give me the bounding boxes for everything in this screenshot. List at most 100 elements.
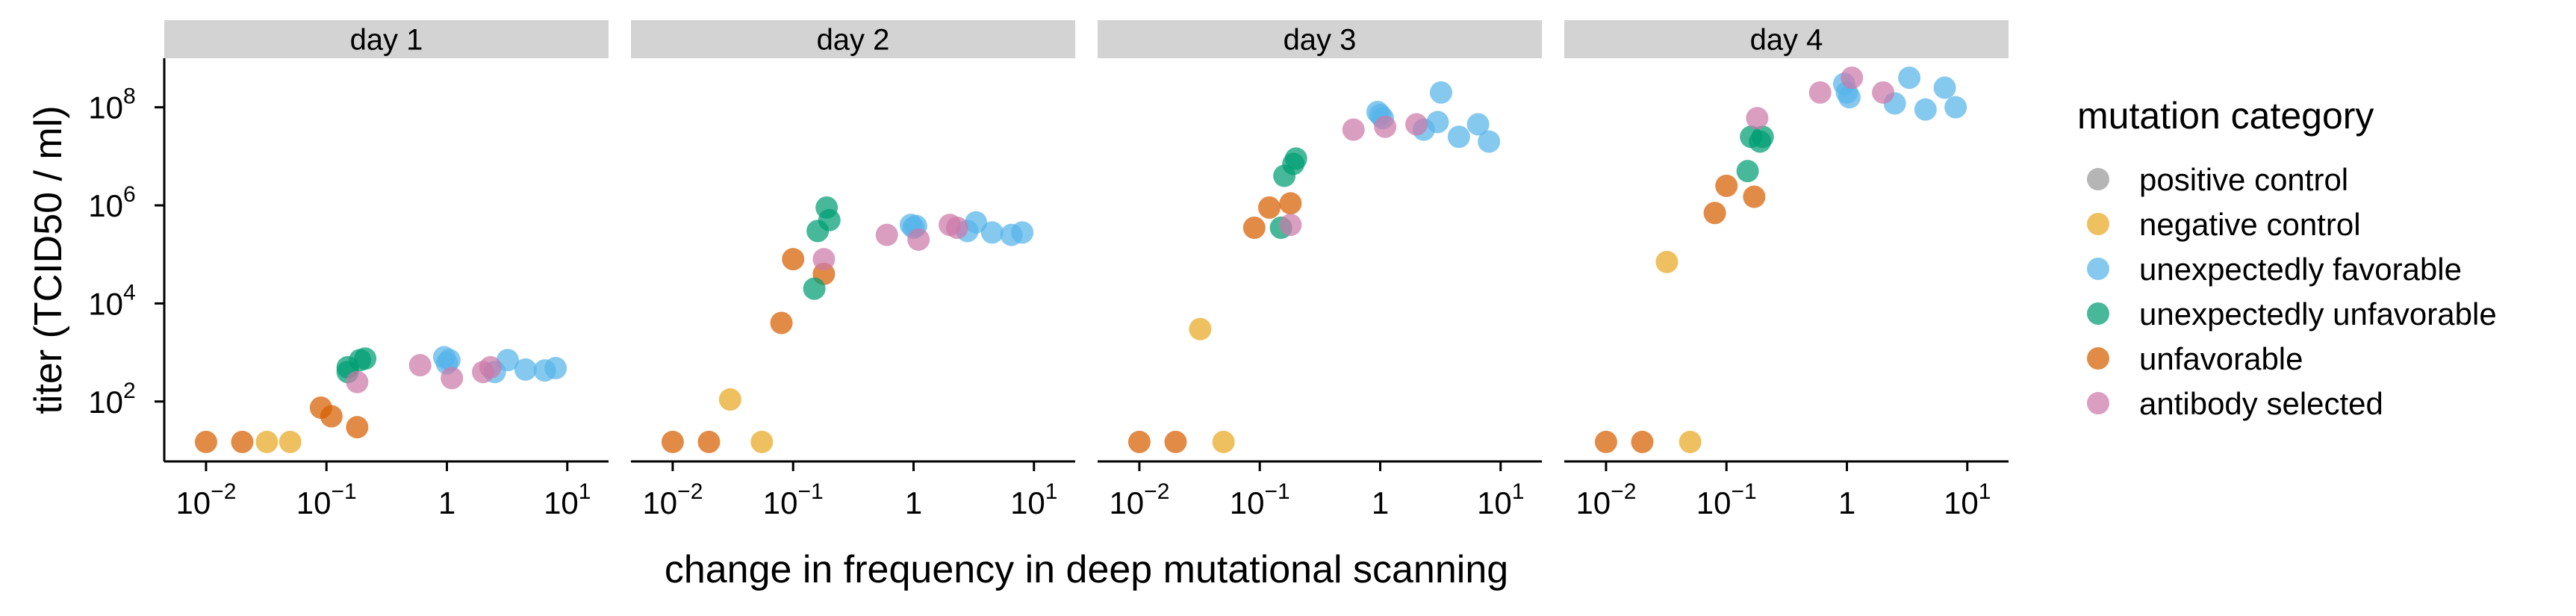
legend-key (2087, 302, 2109, 325)
data-point (354, 347, 377, 370)
x-tick-base: 1 (438, 485, 455, 520)
data-point (544, 357, 567, 380)
data-point (1284, 147, 1307, 170)
data-point (346, 416, 369, 439)
x-tick-base: 1 (1838, 485, 1855, 520)
x-tick-exponent: −1 (797, 479, 823, 504)
legend-key (2087, 392, 2109, 414)
data-point (1872, 81, 1895, 104)
x-tick-exponent: −2 (1611, 479, 1636, 504)
data-point (194, 430, 217, 453)
x-tick-exponent: −2 (677, 479, 703, 504)
facet-strip (631, 20, 1075, 58)
x-tick-exponent: 1 (1512, 479, 1525, 504)
data-point (1447, 125, 1470, 149)
x-tick-label: 10−1 (1230, 479, 1290, 520)
data-point (1257, 196, 1281, 220)
data-point (1898, 66, 1921, 90)
facet-panel-4: day 410−2 10−1 1 101 (1564, 20, 2009, 520)
data-point (980, 221, 1004, 244)
x-tick-label: 10−2 (175, 479, 236, 520)
x-tick-exponent: −2 (211, 479, 236, 504)
data-point (750, 430, 774, 453)
y-tick-base: 10 (88, 286, 123, 321)
facet-panel-1: day 110−2 10−1 1 101 (164, 20, 609, 520)
data-point (408, 354, 432, 377)
data-point (1655, 250, 1679, 273)
legend-key (2087, 347, 2109, 370)
x-tick-base: 10 (763, 485, 798, 520)
data-point (661, 430, 684, 453)
data-point (1342, 118, 1365, 141)
facet-panel-3: day 310−2 10−1 1 101 (1098, 20, 1542, 520)
x-tick-label: 10−2 (1575, 479, 1636, 520)
y-tick-base: 10 (88, 90, 123, 125)
x-tick-label: 1 (1838, 485, 1855, 520)
data-point (231, 430, 254, 453)
legend-key (2087, 168, 2109, 190)
x-tick-label: 101 (1944, 479, 1991, 520)
data-point (1242, 216, 1266, 239)
data-point (1279, 192, 1302, 215)
data-point (1703, 202, 1726, 225)
data-point (770, 311, 793, 335)
x-tick-base: 10 (1575, 485, 1611, 520)
data-point (965, 211, 988, 234)
x-tick-label: 10−2 (1109, 479, 1169, 520)
data-point (1374, 115, 1397, 138)
legend: mutation category positive control negativ… (2077, 95, 2497, 421)
facet-strip (1098, 20, 1542, 58)
data-point (1127, 430, 1151, 453)
data-point (1715, 174, 1738, 197)
facet-strip-label: day 2 (817, 24, 890, 57)
data-point (1189, 317, 1212, 340)
x-tick-label: 1 (905, 485, 922, 520)
x-tick-base: 10 (1477, 485, 1512, 520)
x-tick-label: 10−2 (642, 479, 703, 520)
data-point (1838, 86, 1861, 109)
data-point (1808, 81, 1832, 104)
facet-strip (1564, 20, 2009, 58)
y-tick-base: 10 (88, 188, 123, 223)
x-tick-base: 1 (1372, 485, 1389, 520)
data-point (1914, 98, 1937, 121)
data-point (1679, 430, 1702, 453)
x-tick-exponent: −1 (1731, 479, 1756, 504)
data-point (812, 248, 836, 271)
data-point (514, 358, 537, 381)
y-axis-title: titer (TCID50 / ml) (27, 105, 70, 414)
x-axis-title: change in frequency in deep mutational s… (665, 548, 1508, 591)
x-tick-base: 10 (1109, 485, 1144, 520)
data-point (1426, 111, 1449, 134)
data-point (1944, 96, 1967, 119)
data-point (1736, 160, 1759, 183)
data-point (1011, 221, 1034, 244)
facet-strip (164, 20, 609, 58)
data-point (803, 277, 826, 300)
x-tick-exponent: 1 (579, 479, 591, 504)
x-tick-label: 10−1 (1696, 479, 1757, 520)
data-point (441, 367, 464, 390)
x-tick-label: 1 (438, 485, 455, 520)
facet-panel-2: day 210−2 10−1 1 101 (631, 20, 1075, 520)
x-tick-exponent: −1 (331, 479, 356, 504)
data-point (1405, 113, 1428, 136)
x-tick-exponent: 1 (1979, 479, 1991, 504)
data-point (875, 223, 898, 246)
y-tick-exponent: 2 (123, 379, 136, 403)
y-tick-label: 108 (88, 84, 135, 125)
data-point (346, 370, 369, 393)
data-point (907, 228, 930, 251)
legend-label: negative control (2139, 207, 2361, 242)
data-point (1594, 430, 1617, 453)
x-tick-base: 10 (1696, 485, 1732, 520)
x-tick-base: 10 (1944, 485, 1979, 520)
x-tick-base: 10 (296, 485, 332, 520)
x-tick-base: 10 (175, 485, 211, 520)
data-point (697, 430, 721, 453)
x-tick-exponent: −2 (1144, 479, 1169, 504)
data-point (1631, 430, 1654, 453)
data-point (782, 248, 805, 271)
data-point (718, 388, 741, 411)
